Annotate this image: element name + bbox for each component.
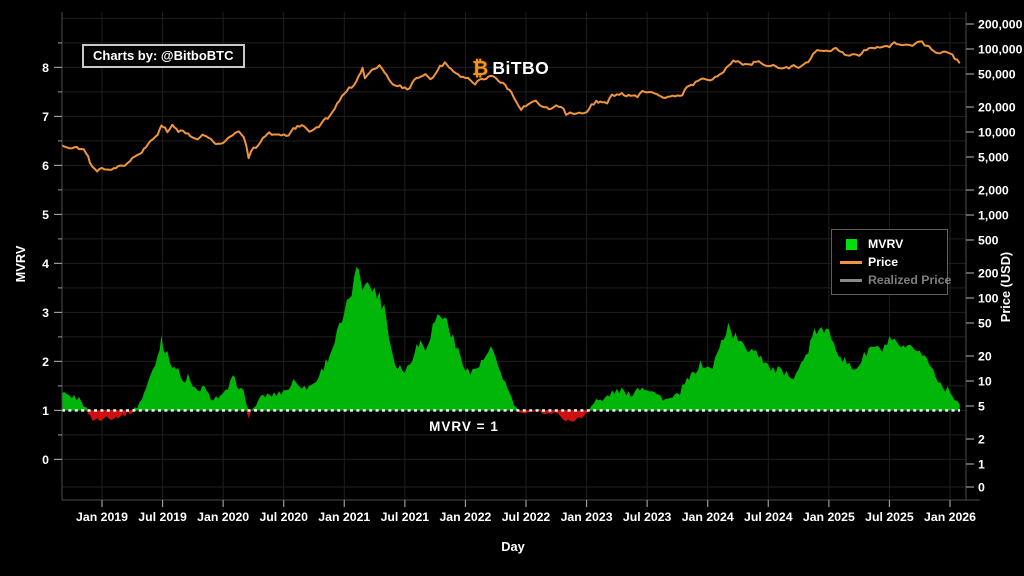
legend-label-mvrv: MVRV [868, 237, 904, 251]
left-tick-label: 2 [42, 355, 49, 369]
x-tick-label: Jan 2023 [561, 510, 613, 524]
left-tick-label: 7 [42, 110, 49, 124]
mvrv-area-above-1 [62, 266, 960, 411]
mvrv-area-series [62, 266, 960, 422]
right-tick-label: 50 [978, 316, 992, 330]
left-tick-label: 6 [42, 159, 49, 173]
right-axis-title: Price (USD) [998, 252, 1013, 322]
x-tick-label: Jul 2023 [623, 510, 672, 524]
left-tick-label: 0 [42, 453, 49, 467]
axes-and-ticks: 0 1 2 3 4 5 6 7 8 200,000 100,000 50,000 20,000 10,00… [42, 12, 1023, 524]
right-tick-label: 10,000 [978, 126, 1016, 140]
bitbo-watermark: ₿ BiTBO [472, 58, 549, 79]
bitbo-brand-text: BiTBO [492, 58, 550, 78]
x-tick-label: Jan 2024 [682, 510, 734, 524]
left-tick-label: 4 [42, 257, 49, 271]
x-tick-label: Jul 2024 [744, 510, 793, 524]
bitcoin-icon: ₿ [472, 57, 489, 80]
price-line-series [61, 40, 961, 173]
right-tick-label: 0 [978, 481, 985, 495]
mvrv-baseline-label: MVRV = 1 [429, 419, 499, 434]
right-tick-label: 2,000 [978, 184, 1009, 198]
left-tick-label: 3 [42, 306, 49, 320]
x-tick-label: Jan 2026 [924, 510, 976, 524]
x-tick-label: Jul 2022 [502, 510, 551, 524]
left-tick-label: 5 [42, 208, 49, 222]
x-axis-title: Day [501, 539, 525, 554]
right-tick-label: 20,000 [978, 101, 1016, 115]
right-tick-label: 5,000 [978, 150, 1009, 164]
x-tick-label: Jan 2019 [76, 510, 128, 524]
right-tick-label: 1,000 [978, 209, 1009, 223]
x-tick-label: Jul 2019 [138, 510, 187, 524]
right-tick-label: 1 [978, 458, 985, 472]
legend-label-realized-price: Realized Price [868, 273, 952, 287]
right-tick-label: 20 [978, 350, 992, 364]
x-tick-label: Jan 2022 [439, 510, 491, 524]
x-tick-label: Jul 2021 [381, 510, 430, 524]
price-line [61, 40, 961, 173]
left-tick-label: 1 [42, 404, 49, 418]
x-tick-label: Jan 2021 [318, 510, 370, 524]
left-tick-label: 8 [42, 61, 49, 75]
gridlines [62, 12, 966, 500]
legend-item-mvrv[interactable]: MVRV [840, 235, 947, 253]
mvrv-swatch-icon [845, 238, 857, 250]
x-tick-label: Jan 2020 [197, 510, 249, 524]
right-tick-label: 500 [978, 233, 999, 247]
right-tick-label: 100,000 [978, 43, 1023, 57]
right-tick-label: 2 [978, 433, 985, 447]
legend: MVRV Price Realized Price [831, 229, 951, 295]
left-axis-title: MVRV [13, 245, 28, 282]
legend-item-price[interactable]: Price [840, 253, 947, 271]
price-swatch-icon [840, 260, 862, 264]
right-tick-label: 200 [978, 267, 999, 281]
right-tick-label: 10 [978, 375, 992, 389]
legend-label-price: Price [868, 255, 899, 269]
x-tick-label: Jul 2020 [259, 510, 308, 524]
realized-price-swatch-icon [840, 278, 862, 282]
right-tick-label: 5 [978, 399, 985, 413]
right-tick-label: 100 [978, 292, 999, 306]
right-tick-label: 50,000 [978, 67, 1016, 81]
x-tick-label: Jan 2025 [803, 510, 855, 524]
mvrv-area-below-1 [62, 410, 960, 422]
chart-credit-box: Charts by: @BitboBTC [82, 44, 245, 68]
legend-item-realized-price[interactable]: Realized Price [840, 271, 951, 289]
x-tick-label: Jul 2025 [865, 510, 914, 524]
chart-credit-text: Charts by: @BitboBTC [93, 48, 234, 63]
right-tick-label: 200,000 [978, 18, 1023, 32]
